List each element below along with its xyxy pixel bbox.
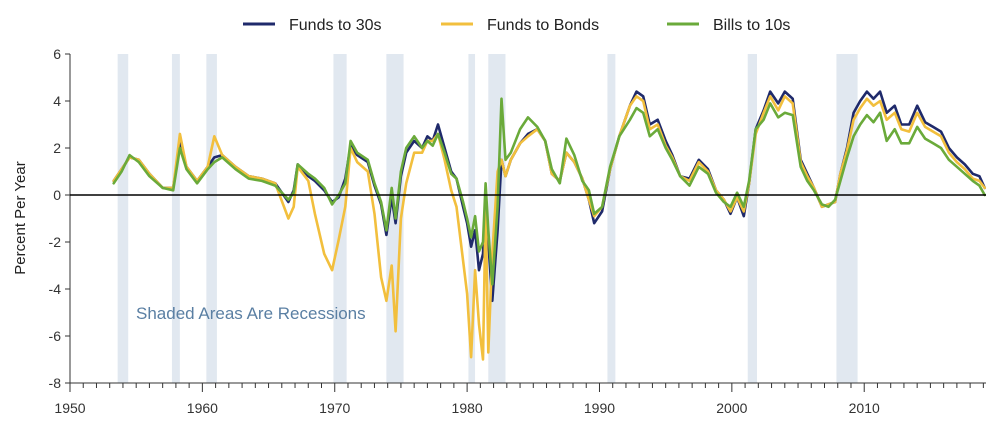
x-tick-label: 1980 [452,400,483,416]
series-line-bills-to-10s [112,97,987,286]
x-tick-label: 2010 [849,400,880,416]
recession-band [747,54,757,383]
legend-label: Funds to Bonds [487,17,599,34]
y-tick-label: -8 [49,375,62,391]
x-tick-label: 1970 [319,400,350,416]
legend-label: Funds to 30s [289,17,382,34]
series-lines [112,90,987,361]
y-tick-label: -4 [49,281,62,297]
legend: Funds to 30s Funds to Bonds Bills to 10s [243,17,790,34]
y-axis-title: Percent Per Year [12,161,29,274]
y-tick-label: -2 [49,234,62,250]
legend-label: Bills to 10s [713,17,790,34]
recession-band [607,54,616,383]
y-tick-label: 0 [53,187,61,203]
x-tick-label: 1950 [54,400,85,416]
recession-band [171,54,180,383]
y-tick-label: -6 [49,328,62,344]
y-tick-label: 2 [53,140,61,156]
y-tick-label: 4 [53,93,61,109]
recession-annotation: Shaded Areas Are Recessions [136,304,366,323]
recession-band [468,54,476,383]
x-tick-label: 2000 [716,400,747,416]
x-tick-label: 1990 [584,400,615,416]
y-tick-label: 6 [53,46,61,62]
recession-band [836,54,858,383]
x-tick-label: 1960 [187,400,218,416]
recession-band [333,54,347,383]
axes: -8 -6 -4 -2 0 2 4 6 1950 1960 1970 1980 1990 2000 2010 [49,46,986,416]
recession-band [206,54,217,383]
recession-band [117,54,129,383]
